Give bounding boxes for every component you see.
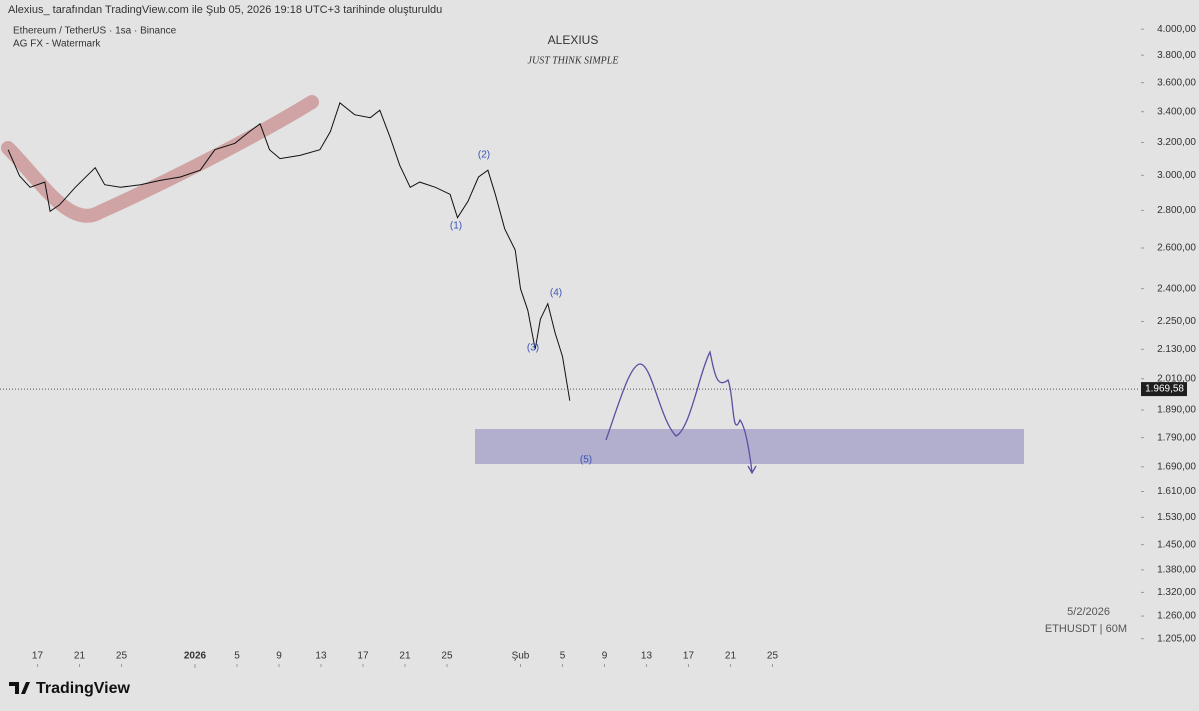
wave-label: (1)	[450, 221, 462, 232]
x-tick-label: 2026	[184, 651, 207, 662]
y-tick-label: 1.260,00	[1157, 611, 1196, 622]
y-tick-label: 1.530,00	[1157, 512, 1196, 523]
y-tick-label: 3.400,00	[1157, 106, 1196, 117]
x-tick-label: 17	[32, 651, 44, 662]
y-tick-label: 1.320,00	[1157, 587, 1196, 598]
x-tick-label: 5	[560, 651, 566, 662]
x-tick-label: 25	[441, 651, 453, 662]
y-tick-label: 3.800,00	[1157, 50, 1196, 61]
x-tick-label: 9	[276, 651, 282, 662]
y-tick-label: 1.610,00	[1157, 486, 1196, 497]
symbol: Ethereum / TetherUS · 1sa · Binance	[13, 26, 177, 37]
y-tick-label: 1.205,00	[1157, 633, 1196, 644]
wave-label: (3)	[527, 343, 539, 354]
y-tick-label: 2.130,00	[1157, 344, 1196, 355]
x-tick-label: Şub	[512, 651, 530, 662]
x-tick-label: 13	[641, 651, 653, 662]
y-tick-label: 2.600,00	[1157, 243, 1196, 254]
x-tick-label: 17	[357, 651, 369, 662]
last-price-box	[1141, 382, 1187, 397]
x-tick-label: 21	[725, 651, 737, 662]
x-tick-label: 25	[767, 651, 779, 662]
watermark-subtitle: JUST THINK SIMPLE	[528, 55, 619, 66]
wave-label: (4)	[550, 288, 562, 299]
indicator: AG FX - Watermark	[13, 39, 101, 50]
y-tick-label: 3.000,00	[1157, 170, 1196, 181]
y-tick-label: 2.800,00	[1157, 205, 1196, 216]
price-line	[7, 101, 571, 401]
watermark-date: 5/2/2026	[1067, 606, 1110, 618]
x-tick-label: 21	[399, 651, 411, 662]
y-tick-label: 4.000,00	[1157, 24, 1196, 35]
watermark-ticker: ETHUSDT | 60M	[1045, 623, 1127, 635]
target-zone	[475, 429, 1024, 464]
x-tick-label: 21	[74, 651, 86, 662]
x-tick-label: 25	[116, 651, 128, 662]
watermark-title: ALEXIUS	[548, 33, 599, 47]
x-tick-label: 17	[683, 651, 695, 662]
y-tick-label: 1.690,00	[1157, 462, 1196, 473]
y-tick-label: 1.380,00	[1157, 564, 1196, 575]
attribution: Alexius_ tarafından TradingView.com ile …	[8, 4, 442, 16]
logo-icon	[9, 682, 30, 694]
trend-highlight	[1, 95, 319, 223]
y-tick-label: 1.890,00	[1157, 405, 1196, 416]
logo: TradingView	[36, 680, 131, 697]
y-tick-label: 3.200,00	[1157, 137, 1196, 148]
x-tick-label: 13	[315, 651, 327, 662]
y-tick-label: 1.790,00	[1157, 432, 1196, 443]
wave-label: (2)	[478, 150, 490, 161]
x-tick-label: 5	[234, 651, 240, 662]
y-tick-label: 2.250,00	[1157, 316, 1196, 327]
x-tick-label: 9	[602, 651, 608, 662]
last-price-label: 1.969,58	[1145, 384, 1184, 395]
y-tick-label: 2.010,00	[1157, 373, 1196, 384]
projection-path	[605, 350, 757, 475]
y-tick-label: 3.600,00	[1157, 77, 1196, 88]
y-tick-label: 1.450,00	[1157, 539, 1196, 550]
wave-label: (5)	[580, 455, 592, 466]
y-tick-label: 2.400,00	[1157, 283, 1196, 294]
